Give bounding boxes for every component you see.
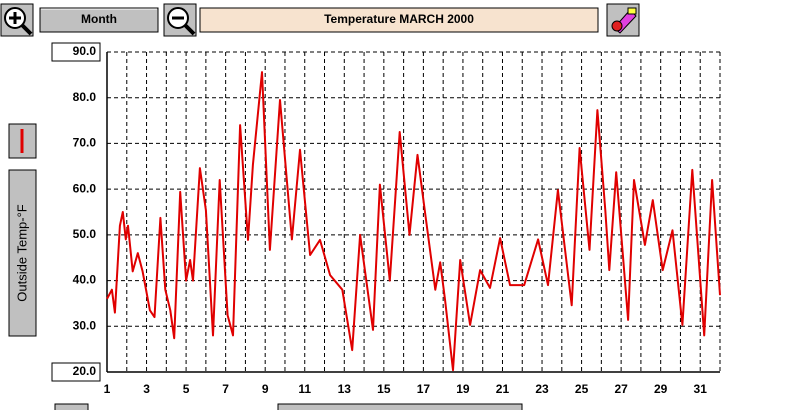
y-tick-label: 90.0 bbox=[73, 44, 97, 58]
y-tick-box bbox=[51, 362, 101, 382]
y-tick-label: 20.0 bbox=[73, 364, 97, 378]
x-tick-label: 17 bbox=[417, 382, 431, 396]
clear-button[interactable] bbox=[606, 3, 640, 37]
period-button[interactable]: Month bbox=[39, 7, 159, 33]
x-tick-label: 25 bbox=[575, 382, 589, 396]
x-tick-label: 15 bbox=[377, 382, 391, 396]
title-box bbox=[199, 7, 599, 33]
x-tick-label: 19 bbox=[456, 382, 470, 396]
x-tick-label: 13 bbox=[338, 382, 352, 396]
y-tick-label: 80.0 bbox=[73, 90, 97, 104]
x-tick-label: 29 bbox=[654, 382, 668, 396]
y-tick-label: 60.0 bbox=[73, 181, 97, 195]
x-tick-label: 3 bbox=[143, 382, 150, 396]
temperature-line bbox=[106, 71, 721, 372]
x-tick-label: 7 bbox=[222, 382, 229, 396]
y-tick-label: 30.0 bbox=[73, 318, 97, 332]
series-button[interactable]: Outside Temp-°F bbox=[8, 169, 37, 337]
bottom-button[interactable] bbox=[54, 403, 89, 410]
chart-title: Temperature MARCH 2000 bbox=[324, 12, 474, 26]
x-tick-label: 21 bbox=[496, 382, 510, 396]
zoom-out-button[interactable] bbox=[163, 3, 197, 37]
x-tick-label: 31 bbox=[694, 382, 708, 396]
y-tick-label: 50.0 bbox=[73, 227, 97, 241]
y-tick-box bbox=[51, 42, 101, 62]
y-tick-label: 40.0 bbox=[73, 273, 97, 287]
y-axis-label: Outside Temp-°F bbox=[14, 204, 29, 301]
color-button[interactable] bbox=[8, 123, 37, 159]
x-tick-label: 11 bbox=[298, 382, 311, 396]
period-label: Month bbox=[81, 12, 117, 26]
x-tick-label: 5 bbox=[183, 382, 190, 396]
x-tick-label: 23 bbox=[535, 382, 549, 396]
zoom-in-button[interactable] bbox=[0, 3, 34, 37]
x-tick-label: 1 bbox=[104, 382, 111, 396]
x-tick-label: 27 bbox=[614, 382, 628, 396]
scroll-bar[interactable] bbox=[277, 403, 523, 410]
y-tick-label: 70.0 bbox=[73, 136, 97, 150]
x-tick-label: 9 bbox=[262, 382, 269, 396]
